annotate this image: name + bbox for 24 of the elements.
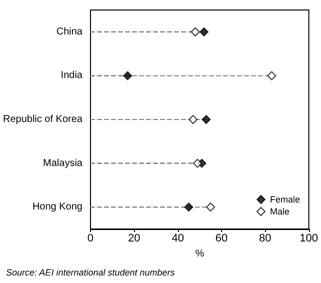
point	[184, 202, 194, 212]
x-tick-label: 0	[87, 232, 94, 244]
x-tick-label: 80	[259, 232, 272, 244]
x-tick-label: 20	[128, 232, 140, 244]
point	[190, 27, 200, 36]
y-tick-label: China	[56, 26, 83, 38]
point	[267, 71, 276, 80]
x-axis-title: %	[195, 248, 204, 260]
y-tick-label: Hong Kong	[32, 202, 82, 213]
point	[192, 158, 202, 168]
legend-label: Male	[270, 206, 290, 216]
x-tick-label: 60	[215, 232, 228, 244]
x-tick-label: 100	[300, 232, 318, 244]
point	[123, 71, 132, 80]
y-tick-label: Malaysia	[43, 158, 83, 169]
y-tick-label: India	[60, 70, 83, 82]
legend-label: Female	[270, 194, 300, 204]
y-tick-label: Republic of Korea	[2, 114, 83, 125]
point	[188, 115, 198, 124]
point	[200, 27, 209, 36]
point	[206, 202, 216, 212]
point	[202, 115, 211, 124]
x-tick-label: 40	[172, 232, 184, 244]
source-note: Source: AEI international student numbers	[6, 268, 176, 278]
